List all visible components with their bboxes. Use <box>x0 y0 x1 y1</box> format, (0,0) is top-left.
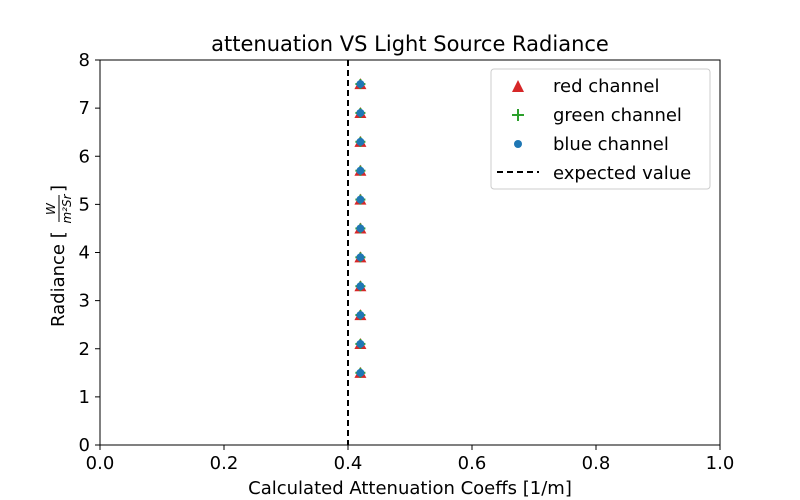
chart-title: attenuation VS Light Source Radiance <box>211 32 609 56</box>
blue-channel-point <box>356 253 365 262</box>
x-axis-ticks: 0.0 0.2 0.4 0.6 0.8 1.0 <box>86 445 735 474</box>
blue-channel-point <box>356 108 365 117</box>
blue-channel-point <box>356 282 365 291</box>
legend: red channel green channel blue channel e… <box>490 68 711 190</box>
y-tick-label: 4 <box>79 243 90 264</box>
y-axis-label-numerator: W <box>44 202 58 215</box>
blue-channel-point <box>356 224 365 233</box>
x-axis-label: Calculated Attenuation Coeffs [1/m] <box>248 478 572 499</box>
y-tick-label: 6 <box>79 146 90 167</box>
plot-frame <box>99 59 721 446</box>
x-tick-label: 0.0 <box>86 453 115 474</box>
y-axis-label-suffix: ] <box>48 185 69 192</box>
legend-marker-red-triangle <box>512 80 524 92</box>
legend-label-blue: blue channel <box>553 134 669 155</box>
blue-channel-point <box>356 137 365 146</box>
y-axis-label: Radiance [ W m²Sr ] <box>44 185 74 327</box>
y-tick-label: 5 <box>79 194 90 215</box>
legend-marker-blue-circle <box>514 140 522 148</box>
y-axis-label-denominator: m²Sr <box>60 193 74 223</box>
x-tick-label: 0.8 <box>582 453 611 474</box>
y-tick-label: 7 <box>79 98 90 119</box>
y-tick-label: 3 <box>79 291 90 312</box>
legend-box <box>490 68 711 190</box>
x-tick-label: 0.2 <box>210 453 239 474</box>
y-axis-ticks: 0 1 2 3 4 5 6 7 8 <box>79 50 100 456</box>
blue-channel-point <box>356 80 365 89</box>
y-tick-label: 1 <box>79 387 90 408</box>
blue-channel-point <box>356 195 365 204</box>
blue-channel-point <box>356 166 365 175</box>
legend-label-expected: expected value <box>553 163 691 184</box>
x-tick-label: 0.6 <box>458 453 487 474</box>
legend-label-green: green channel <box>553 105 682 126</box>
legend-marker-green-plus <box>512 109 524 121</box>
y-tick-label: 8 <box>79 50 90 71</box>
blue-channel-point <box>356 339 365 348</box>
series-blue-channel <box>356 80 365 377</box>
x-tick-label: 0.4 <box>334 453 363 474</box>
y-tick-label: 2 <box>79 339 90 360</box>
y-tick-label: 0 <box>79 435 90 456</box>
legend-label-red: red channel <box>553 76 659 97</box>
blue-channel-point <box>356 311 365 320</box>
blue-channel-point <box>356 368 365 377</box>
x-tick-label: 1.0 <box>706 453 735 474</box>
y-axis-label-prefix: Radiance [ <box>48 231 69 327</box>
